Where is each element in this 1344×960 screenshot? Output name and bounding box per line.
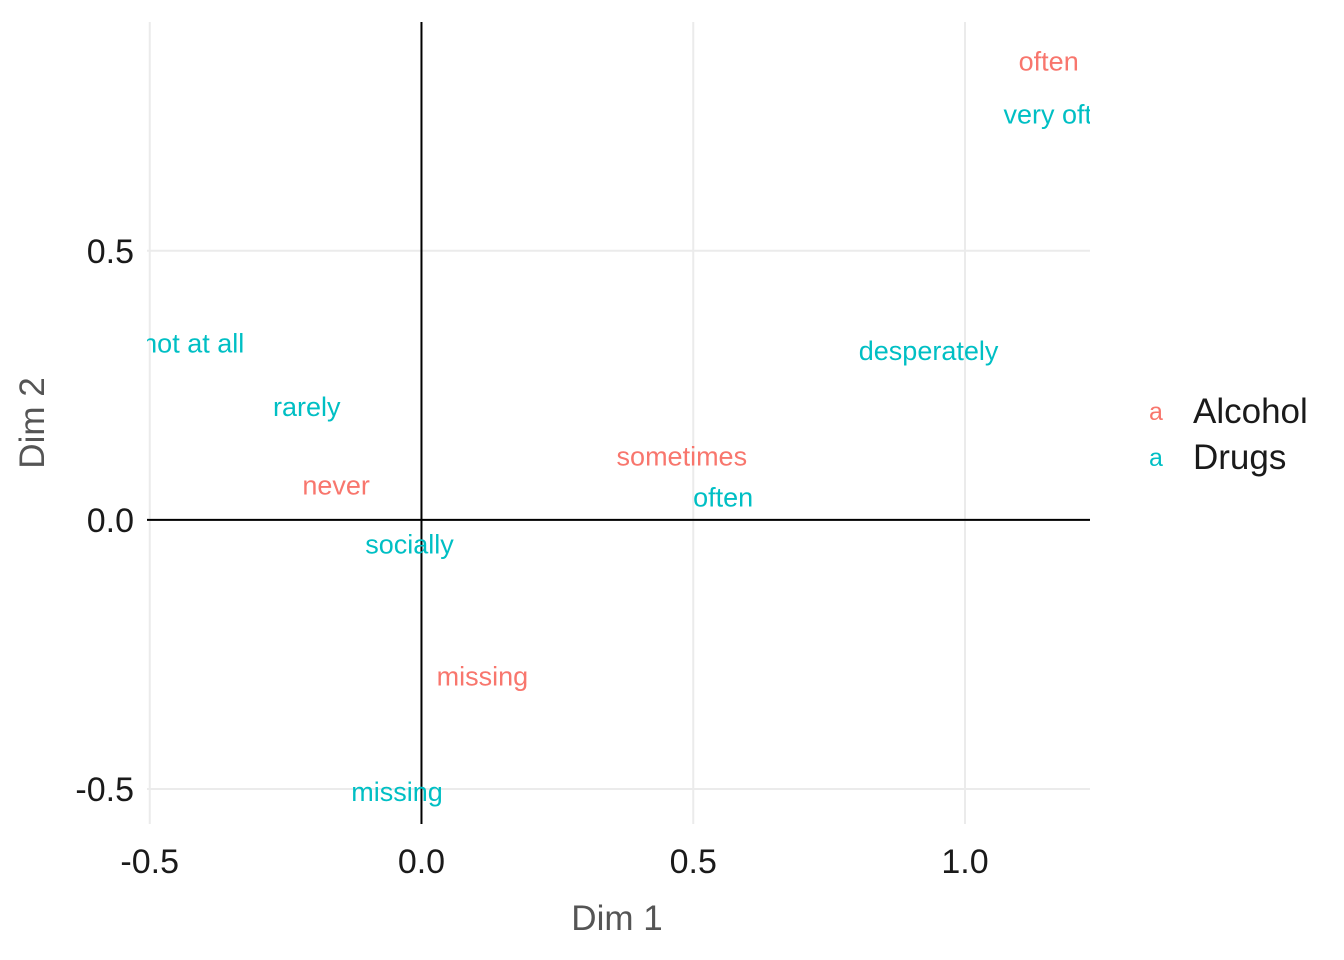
point-label-drugs-rarely: rarely bbox=[273, 392, 341, 422]
y-axis-ticks: 0.5 0.0 -0.5 bbox=[75, 233, 134, 809]
y-axis-title: Dim 2 bbox=[13, 377, 52, 468]
x-axis-ticks: -0.5 0.0 0.5 1.0 bbox=[120, 843, 988, 881]
legend: a Alcohol a Drugs bbox=[1149, 392, 1308, 477]
legend-label: Alcohol bbox=[1193, 392, 1308, 431]
grid-lines bbox=[147, 22, 1090, 824]
point-label-drugs-not-at-all: not at all bbox=[142, 328, 244, 358]
x-tick-label: -0.5 bbox=[120, 843, 179, 881]
point-label-drugs-very-often: very often bbox=[1004, 100, 1123, 130]
legend-key-glyph: a bbox=[1149, 398, 1163, 426]
point-labels: often sometimes never missing very often not … bbox=[142, 46, 1123, 807]
legend-item-alcohol: a Alcohol bbox=[1149, 392, 1308, 431]
point-label-drugs-missing: missing bbox=[351, 777, 443, 807]
y-tick-label: 0.0 bbox=[87, 502, 134, 540]
x-tick-label: 0.0 bbox=[398, 843, 445, 881]
reference-lines bbox=[147, 22, 1090, 824]
x-tick-label: 1.0 bbox=[941, 843, 988, 881]
legend-item-drugs: a Drugs bbox=[1149, 438, 1286, 477]
point-label-alcohol-often: often bbox=[1019, 46, 1079, 76]
point-label-drugs-often: often bbox=[693, 482, 753, 512]
point-label-drugs-socially: socially bbox=[365, 530, 454, 560]
point-label-alcohol-sometimes: sometimes bbox=[617, 441, 748, 471]
point-label-drugs-desperately: desperately bbox=[859, 336, 999, 366]
y-tick-label: -0.5 bbox=[75, 771, 134, 809]
x-tick-label: 0.5 bbox=[670, 843, 717, 881]
y-tick-label: 0.5 bbox=[87, 233, 134, 271]
point-label-alcohol-never: never bbox=[302, 470, 370, 500]
legend-key-glyph: a bbox=[1149, 444, 1163, 472]
legend-label: Drugs bbox=[1193, 438, 1286, 477]
x-axis-title: Dim 1 bbox=[571, 899, 662, 938]
point-label-alcohol-missing: missing bbox=[437, 662, 529, 692]
